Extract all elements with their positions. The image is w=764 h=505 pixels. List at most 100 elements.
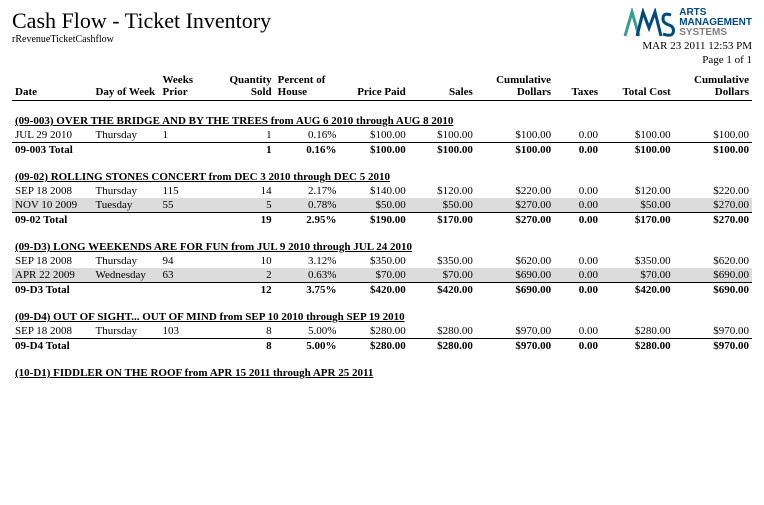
cell-date: SEP 18 2008 [12,324,92,339]
section-header-text: (09-003) OVER THE BRIDGE AND BY THE TREE… [12,101,752,129]
cell-weeks: 55 [160,198,214,213]
cell-qty: 10 [213,254,274,268]
total-label: 09-003 Total [12,143,160,158]
cell-cum2: $620.00 [674,254,752,268]
total-cum1: $270.00 [476,213,554,228]
cell-cum1: $220.00 [476,184,554,198]
table-row: JUL 29 2010Thursday110.16%$100.00$100.00… [12,128,752,143]
ams-logo-icon [623,8,675,38]
cell-weeks: 115 [160,184,214,198]
total-sales: $170.00 [409,213,476,228]
total-pct: 3.75% [275,283,340,298]
section-total: 09-02 Total192.95%$190.00$170.00$270.000… [12,213,752,228]
table-row: SEP 18 2008Thursday115142.17%$140.00$120… [12,184,752,198]
cell-day: Thursday [92,184,159,198]
logo-line3: SYSTEMS [679,28,752,38]
ams-logo-text: ARTS MANAGEMENT SYSTEMS [679,8,752,38]
cell-weeks: 103 [160,324,214,339]
col-cum2: Cumulative Dollars [674,72,752,101]
cell-qty: 2 [213,268,274,283]
cell-date: NOV 10 2009 [12,198,92,213]
col-tax: Taxes [554,72,601,101]
total-pct: 0.16% [275,143,340,158]
cell-qty: 1 [213,128,274,143]
total-cost: $280.00 [601,339,674,354]
total-cost: $100.00 [601,143,674,158]
col-sales: Sales [409,72,476,101]
table-row: NOV 10 2009Tuesday5550.78%$50.00$50.00$2… [12,198,752,213]
total-pct: 5.00% [275,339,340,354]
total-cum2: $690.00 [674,283,752,298]
section-header-text: (09-D3) LONG WEEKENDS ARE FOR FUN from J… [12,227,752,254]
total-label: 09-D3 Total [12,283,160,298]
cell-weeks: 63 [160,268,214,283]
cell-sales: $280.00 [409,324,476,339]
report-table: Date Day of Week Weeks Prior Quantity So… [12,72,752,380]
total-cum2: $970.00 [674,339,752,354]
total-sales: $420.00 [409,283,476,298]
total-tax: 0.00 [554,339,601,354]
cell-qty: 5 [213,198,274,213]
section-total: 09-D3 Total123.75%$420.00$420.00$690.000… [12,283,752,298]
cell-date: SEP 18 2008 [12,254,92,268]
cell-cost: $280.00 [601,324,674,339]
report-title: Cash Flow - Ticket Inventory [12,8,271,34]
col-date: Date [12,72,92,101]
cell-cum1: $970.00 [476,324,554,339]
col-cost: Total Cost [601,72,674,101]
cell-tax: 0.00 [554,324,601,339]
col-cum1: Cumulative Dollars [476,72,554,101]
total-qty: 19 [213,213,274,228]
col-day: Day of Week [92,72,159,101]
cell-sales: $350.00 [409,254,476,268]
total-qty: 8 [213,339,274,354]
total-cum2: $100.00 [674,143,752,158]
total-cum1: $690.00 [476,283,554,298]
cell-cum2: $100.00 [674,128,752,143]
cell-cum2: $690.00 [674,268,752,283]
total-sales: $280.00 [409,339,476,354]
col-weeks: Weeks Prior [160,72,214,101]
cell-sales: $120.00 [409,184,476,198]
cell-pct: 5.00% [275,324,340,339]
col-qty: Quantity Sold [213,72,274,101]
table-row: APR 22 2009Wednesday6320.63%$70.00$70.00… [12,268,752,283]
total-tax: 0.00 [554,213,601,228]
cell-cum2: $270.00 [674,198,752,213]
col-price: Price Paid [339,72,408,101]
cell-sales: $70.00 [409,268,476,283]
cell-pct: 0.78% [275,198,340,213]
total-pct: 2.95% [275,213,340,228]
cell-tax: 0.00 [554,184,601,198]
table-row: SEP 18 2008Thursday10385.00%$280.00$280.… [12,324,752,339]
cell-tax: 0.00 [554,198,601,213]
timestamp: MAR 23 2011 12:53 PM [623,40,752,52]
cell-pct: 0.16% [275,128,340,143]
section-header: (10-D1) FIDDLER ON THE ROOF from APR 15 … [12,353,752,380]
cell-price: $140.00 [339,184,408,198]
total-sales: $100.00 [409,143,476,158]
total-spacer [160,339,214,354]
cell-pct: 0.63% [275,268,340,283]
header-left: Cash Flow - Ticket Inventory rRevenueTic… [12,8,271,45]
ams-logo: ARTS MANAGEMENT SYSTEMS [623,8,752,38]
total-spacer [160,283,214,298]
total-price: $280.00 [339,339,408,354]
section-header-text: (09-D4) OUT OF SIGHT... OUT OF MIND from… [12,297,752,324]
total-price: $100.00 [339,143,408,158]
cell-day: Wednesday [92,268,159,283]
section-header: (09-02) ROLLING STONES CONCERT from DEC … [12,157,752,184]
total-qty: 1 [213,143,274,158]
cell-date: APR 22 2009 [12,268,92,283]
cell-tax: 0.00 [554,268,601,283]
total-qty: 12 [213,283,274,298]
total-spacer [160,143,214,158]
col-pct: Percent of House [275,72,340,101]
section-header: (09-D3) LONG WEEKENDS ARE FOR FUN from J… [12,227,752,254]
cell-day: Tuesday [92,198,159,213]
cell-day: Thursday [92,324,159,339]
table-head: Date Day of Week Weeks Prior Quantity So… [12,72,752,101]
section-header-text: (09-02) ROLLING STONES CONCERT from DEC … [12,157,752,184]
total-label: 09-D4 Total [12,339,160,354]
cell-price: $350.00 [339,254,408,268]
